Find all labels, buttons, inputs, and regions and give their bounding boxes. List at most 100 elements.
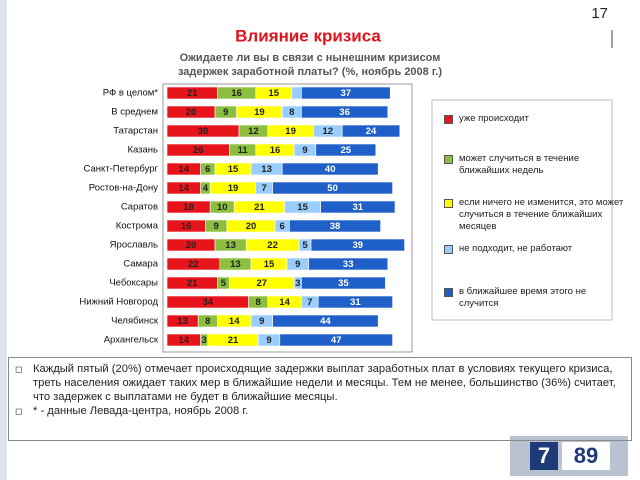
data-label: 20 bbox=[186, 107, 197, 118]
data-label: 19 bbox=[285, 126, 296, 137]
y-tick-label: Саратов bbox=[121, 202, 158, 213]
data-label: 47 bbox=[331, 335, 342, 346]
bar-segment bbox=[341, 124, 401, 138]
data-label: 35 bbox=[338, 278, 349, 289]
y-tick-label: Самара bbox=[123, 259, 158, 270]
data-label: 19 bbox=[228, 183, 239, 194]
y-tick-label: Нижний Новгород bbox=[79, 297, 158, 308]
data-label: 44 bbox=[320, 316, 331, 327]
legend-frame bbox=[431, 99, 613, 321]
data-label: 12 bbox=[323, 126, 334, 137]
legend-swatch bbox=[444, 115, 453, 124]
data-label: 38 bbox=[330, 221, 341, 232]
data-label: 18 bbox=[183, 202, 194, 213]
legend-item: не подходит, не работают bbox=[444, 243, 624, 255]
data-label: 19 bbox=[254, 107, 265, 118]
y-tick-label: Челябинск bbox=[111, 316, 159, 327]
bar-segment bbox=[272, 314, 379, 328]
data-label: 15 bbox=[228, 164, 239, 175]
data-label: 22 bbox=[267, 240, 278, 251]
data-label: 16 bbox=[270, 145, 281, 156]
y-tick-label: Казань bbox=[127, 145, 158, 156]
data-label: 16 bbox=[231, 88, 242, 99]
data-label: 13 bbox=[177, 316, 188, 327]
bar-segment bbox=[279, 333, 393, 347]
border-strip bbox=[0, 0, 7, 480]
data-label: 5 bbox=[221, 278, 227, 289]
data-label: 7 bbox=[307, 297, 312, 308]
data-label: 11 bbox=[238, 145, 249, 156]
bar-segment bbox=[291, 86, 302, 100]
legend-label: может случиться в течение ближайших неде… bbox=[459, 153, 580, 176]
data-label: 37 bbox=[341, 88, 352, 99]
data-label: 21 bbox=[228, 335, 239, 346]
data-label: 21 bbox=[187, 278, 198, 289]
logo-text: 89 bbox=[574, 443, 598, 468]
data-label: 30 bbox=[198, 126, 209, 137]
y-tick-label: РФ в целом* bbox=[103, 88, 159, 99]
chart-title: Влияние кризиса bbox=[235, 26, 381, 45]
logo-box bbox=[530, 442, 558, 470]
data-label: 20 bbox=[246, 221, 257, 232]
data-label: 26 bbox=[193, 145, 204, 156]
data-label: 10 bbox=[217, 202, 228, 213]
left-border bbox=[0, 0, 7, 480]
data-label: 3 bbox=[202, 335, 207, 346]
data-label: 36 bbox=[339, 107, 350, 118]
data-label: 24 bbox=[366, 126, 377, 137]
bar-segment bbox=[272, 181, 393, 195]
legend-label: если ничего не изменится, это может случ… bbox=[459, 197, 624, 232]
note: Каждый пятый (20%) отмечает происходящие… bbox=[15, 362, 623, 404]
data-label: 20 bbox=[186, 240, 197, 251]
data-label: 13 bbox=[225, 240, 236, 251]
data-label: 34 bbox=[203, 297, 214, 308]
y-tick-label: Чебоксары bbox=[109, 278, 158, 289]
bar-segment bbox=[320, 200, 396, 214]
data-label: 22 bbox=[188, 259, 199, 270]
data-label: 31 bbox=[350, 297, 361, 308]
data-label: 50 bbox=[327, 183, 338, 194]
data-label: 7 bbox=[262, 183, 267, 194]
data-label: 40 bbox=[325, 164, 336, 175]
legend-item: может случиться в течение ближайших неде… bbox=[444, 153, 624, 177]
legend-label: уже происходит bbox=[459, 113, 529, 124]
legend-item: в ближайшее время этого не случится bbox=[444, 286, 624, 310]
data-label: 39 bbox=[353, 240, 364, 251]
data-label: 12 bbox=[248, 126, 259, 137]
logo-text: 7 bbox=[538, 443, 550, 468]
data-label: 21 bbox=[187, 88, 198, 99]
y-tick-label: В среднем bbox=[111, 107, 158, 118]
bar-segment bbox=[301, 86, 391, 100]
bar-segment bbox=[310, 238, 405, 252]
legend-swatch bbox=[444, 245, 453, 254]
data-label: 8 bbox=[205, 316, 210, 327]
data-label: 6 bbox=[280, 221, 285, 232]
chart-subtitle: задержек заработной платы? (%, ноябрь 20… bbox=[178, 66, 442, 78]
data-label: 15 bbox=[264, 259, 275, 270]
data-label: 13 bbox=[261, 164, 272, 175]
legend-label: не подходит, не работают bbox=[459, 243, 573, 254]
data-label: 9 bbox=[223, 107, 228, 118]
data-label: 14 bbox=[179, 164, 190, 175]
logo-box bbox=[562, 442, 610, 470]
bar-segment bbox=[289, 219, 381, 233]
data-label: 9 bbox=[302, 145, 307, 156]
note: * - данные Левада-центра, ноябрь 2008 г. bbox=[15, 404, 623, 418]
y-tick-label: Санкт-Петербург bbox=[83, 164, 158, 175]
y-tick-label: Ярославль bbox=[110, 240, 158, 251]
data-label: 9 bbox=[214, 221, 219, 232]
legend-item: уже происходит bbox=[444, 113, 624, 125]
bar-segment bbox=[317, 295, 393, 309]
slide-number: 17 bbox=[591, 5, 608, 22]
notes: Каждый пятый (20%) отмечает происходящие… bbox=[8, 357, 632, 441]
data-label: 3 bbox=[295, 278, 300, 289]
data-label: 8 bbox=[289, 107, 294, 118]
data-label: 16 bbox=[181, 221, 192, 232]
data-label: 6 bbox=[205, 164, 210, 175]
y-tick-label: Кострома bbox=[116, 221, 159, 232]
legend-label: в ближайшее время этого не случится bbox=[459, 286, 587, 309]
bar-segment bbox=[308, 257, 389, 271]
data-label: 25 bbox=[341, 145, 352, 156]
plot-frame bbox=[162, 83, 413, 353]
